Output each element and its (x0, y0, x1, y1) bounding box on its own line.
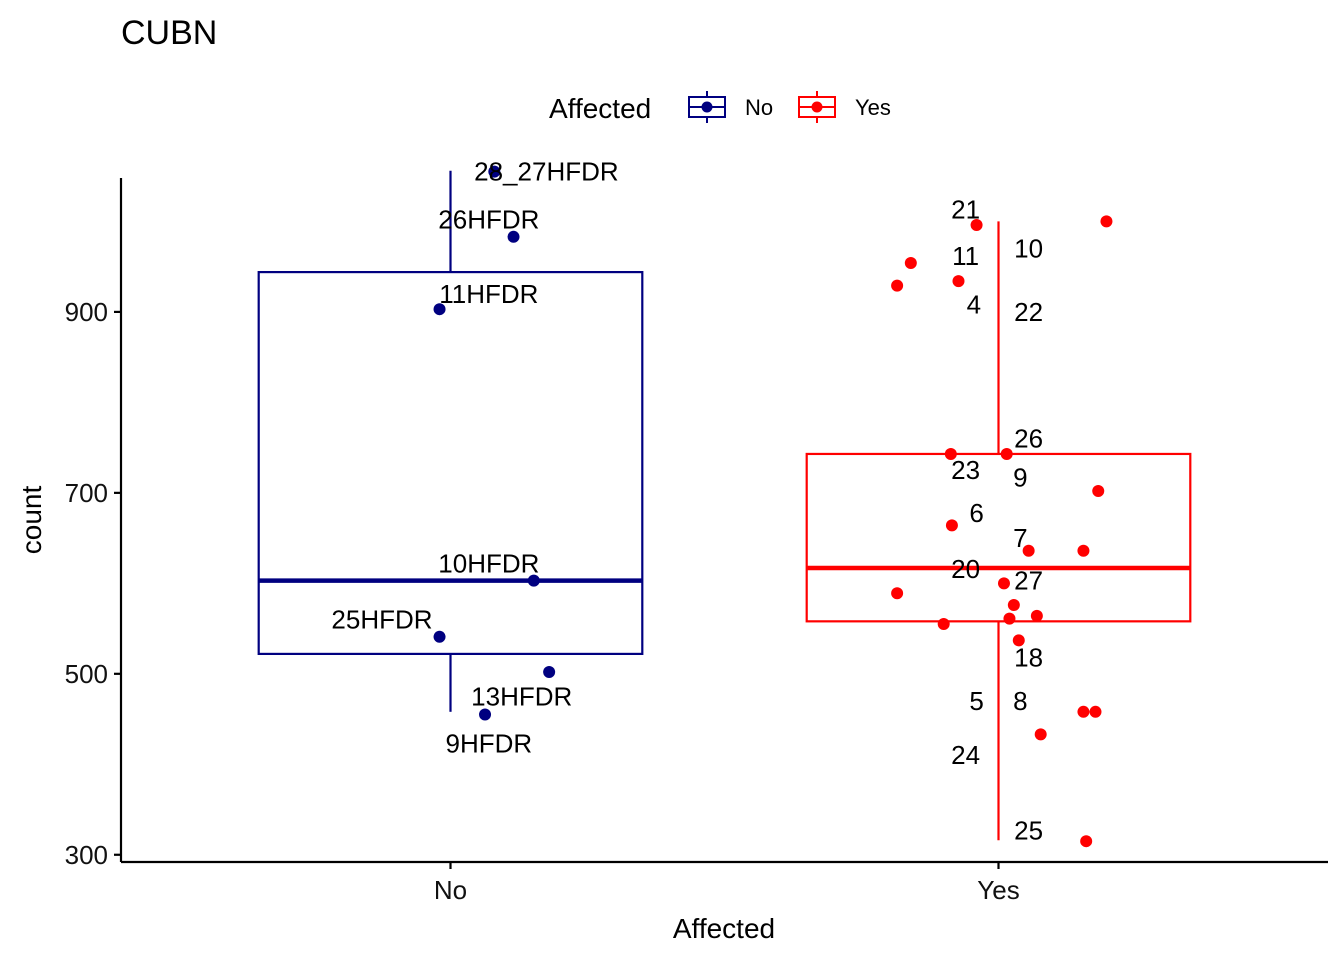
legend-point (701, 101, 713, 113)
data-point (1007, 599, 1020, 612)
point-label: 28_27HFDR (474, 157, 619, 187)
data-point (1034, 728, 1047, 741)
group-yes: 21 10 11 4 22 26 23 967 20 27 18 5 8 24 25 (805, 195, 1192, 848)
data-point (944, 447, 957, 460)
y-tick-label: 900 (65, 297, 108, 327)
point-label: 7 (1013, 523, 1027, 553)
data-point (1030, 609, 1043, 622)
data-point (1100, 215, 1113, 228)
point-label: 26HFDR (438, 205, 539, 235)
point-label: 10 (1014, 234, 1043, 264)
point-label: 11 (952, 241, 979, 271)
legend-title: Affected (549, 93, 651, 124)
data-point (488, 165, 501, 178)
axes: 300 500 700 900 No Yes Affected count (16, 178, 1328, 944)
y-tick-label: 500 (65, 659, 108, 689)
point-label: 26 (1014, 424, 1043, 454)
point-label: 25 (1014, 815, 1043, 845)
legend-point (811, 101, 823, 113)
legend: Affected No Yes (549, 91, 891, 124)
data-point (433, 303, 446, 316)
data-point (1022, 544, 1035, 557)
data-point (891, 587, 904, 600)
x-axis-title: Affected (673, 913, 775, 944)
data-point (891, 279, 904, 292)
point-label: 9 (1013, 462, 1027, 492)
legend-key-yes: Yes (798, 91, 891, 123)
data-point (1080, 835, 1093, 848)
data-point (507, 230, 520, 243)
legend-label: No (745, 95, 773, 120)
data-point (997, 577, 1010, 590)
point-label: 13HFDR (471, 681, 572, 711)
y-tick-label: 300 (65, 840, 108, 870)
data-point (1003, 612, 1016, 625)
legend-key-no: No (688, 91, 773, 123)
data-point (952, 275, 965, 288)
point-label: 4 (967, 290, 981, 320)
legend-label: Yes (855, 95, 891, 120)
data-point (945, 519, 958, 532)
point-label: 8 (1013, 686, 1027, 716)
iqr-box (257, 270, 644, 656)
data-point (543, 666, 556, 678)
y-axis-title: count (16, 486, 47, 555)
y-tick-label: 700 (65, 478, 108, 508)
chart-title: CUBN (121, 14, 217, 52)
point-label: 24 (951, 740, 980, 770)
point-label: 20 (951, 554, 980, 584)
data-point (1077, 544, 1090, 557)
point-label: 10HFDR (438, 548, 539, 578)
point-label: 11HFDR (439, 279, 538, 309)
data-point (1012, 634, 1025, 647)
data-point (527, 574, 540, 587)
data-point (937, 618, 950, 631)
point-label: 25HFDR (331, 605, 432, 635)
data-point (970, 219, 983, 232)
x-tick-label: No (434, 875, 467, 905)
data-point (1089, 705, 1102, 718)
point-label: 27 (1014, 566, 1043, 596)
point-label: 22 (1014, 297, 1043, 327)
x-tick-label: Yes (977, 875, 1019, 905)
data-point (1077, 705, 1090, 718)
point-label: 21 (951, 195, 980, 225)
iqr-box (805, 452, 1192, 623)
point-label: 23 (951, 455, 980, 485)
point-label: 5 (969, 686, 983, 716)
data-point (433, 630, 446, 643)
data-point (1092, 485, 1105, 498)
point-label: 9HFDR (446, 728, 533, 758)
point-label: 18 (1014, 643, 1043, 673)
data-point (904, 257, 917, 270)
data-point (479, 708, 492, 721)
point-label: 6 (969, 498, 983, 528)
data-point (1000, 447, 1013, 460)
